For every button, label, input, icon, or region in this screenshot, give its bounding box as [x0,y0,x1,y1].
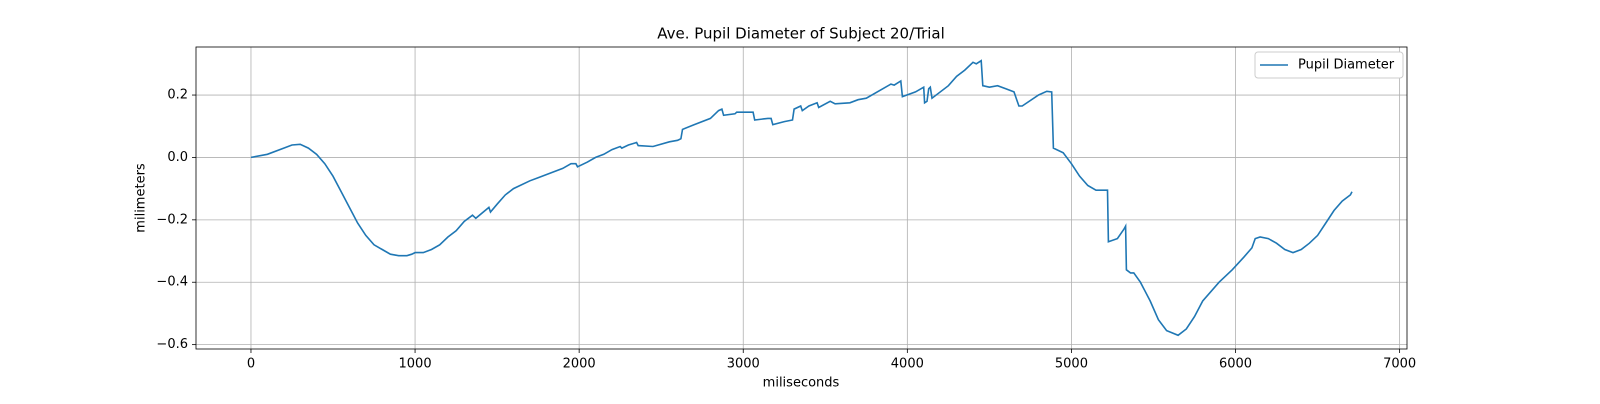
x-tick-label: 2000 [563,357,596,372]
x-tick-label: 7000 [1383,357,1416,372]
x-tick-label: 6000 [1219,357,1252,372]
x-axis-label: miliseconds [763,376,840,391]
x-tick-label: 3000 [727,357,760,372]
legend-box [1254,51,1404,79]
y-tick-label: 0.0 [167,150,188,165]
chart-title: Ave. Pupil Diameter of Subject 20/Trial [657,25,945,43]
y-tick-label: 0.2 [167,88,188,103]
y-axis-label: milimeters [134,163,149,233]
legend-label: Pupil Diameter [1298,58,1395,73]
x-tick-label: 4000 [891,357,924,372]
x-tick-label: 5000 [1055,357,1088,372]
plot-frame [195,46,1408,350]
data-line [250,59,1353,337]
x-tick-label: 1000 [399,357,432,372]
x-tick-label: 0 [247,357,255,372]
y-tick-label: −0.6 [156,337,188,352]
y-tick-label: −0.4 [156,275,188,290]
y-tick-label: −0.2 [156,212,188,227]
